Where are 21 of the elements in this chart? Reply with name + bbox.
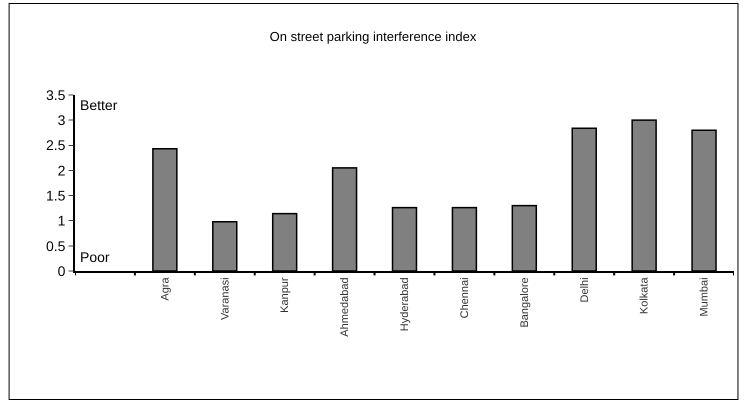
annotation: Better (80, 97, 118, 113)
y-tick-label: 1 (58, 212, 66, 229)
y-tick-label: 0 (58, 262, 66, 279)
x-tick-label: Delhi (578, 277, 591, 302)
x-tick-label: Varanasi (219, 277, 232, 320)
x-tick-label: Ahmedabad (339, 277, 352, 337)
y-tick-label: 0.5 (46, 238, 66, 254)
y-tick-label: 2 (58, 162, 66, 178)
y-tick-label: 1.5 (46, 187, 66, 204)
x-tick-label: Mumbai (698, 277, 711, 317)
y-tick-label: 3.5 (46, 86, 66, 103)
annotation: Poor (80, 249, 110, 265)
y-tick-label: 2.5 (46, 137, 66, 154)
x-tick-label: Kolkata (638, 276, 651, 314)
x-tick-label: Bangalore (518, 277, 531, 328)
x-tick-label: Hyderabad (399, 277, 412, 332)
x-tick-label: Kanpur (279, 277, 292, 313)
chart-title: On street parking interference index (270, 29, 477, 44)
y-tick-label: 3 (58, 112, 66, 128)
x-tick-label: Chennai (458, 277, 471, 318)
x-tick-label: Agra (159, 276, 172, 301)
